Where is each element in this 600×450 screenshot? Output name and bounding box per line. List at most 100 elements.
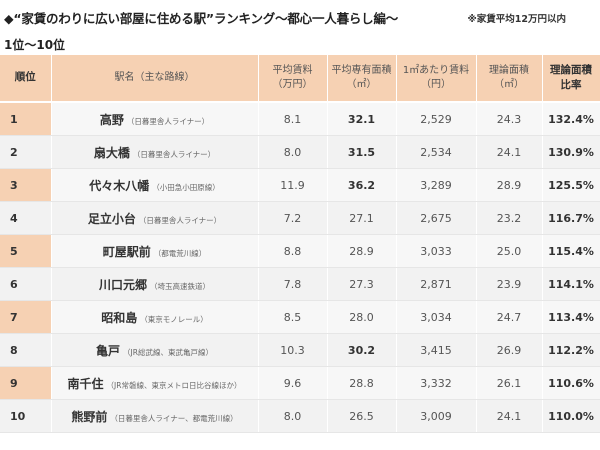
theory-ratio-cell: 114.1% bbox=[542, 267, 600, 301]
rank-cell: 10 bbox=[0, 399, 52, 433]
table-row: 3 代々木八幡 （小田急小田原線） 11.9 36.2 3,289 28.9 125.5% bbox=[0, 168, 600, 202]
station-cell: 南千住 （JR常磐線、東京メトロ日比谷線ほか） bbox=[51, 366, 259, 400]
rent-per-sqm-cell: 3,033 bbox=[396, 234, 477, 268]
theory-ratio-cell: 115.4% bbox=[542, 234, 600, 268]
avg-rent-cell: 9.6 bbox=[258, 366, 328, 400]
rent-per-sqm-cell: 3,415 bbox=[396, 333, 477, 367]
rank-cell: 8 bbox=[0, 333, 52, 367]
station-cell: 亀戸 （JR総武線、東武亀戸線） bbox=[51, 333, 259, 367]
theory-ratio-cell: 132.4% bbox=[542, 102, 600, 136]
theory-area-cell: 26.1 bbox=[476, 366, 543, 400]
theory-area-cell: 24.7 bbox=[476, 300, 543, 334]
avg-rent-cell: 8.5 bbox=[258, 300, 328, 334]
theory-area-cell: 24.1 bbox=[476, 135, 543, 169]
table-row: 5 町屋駅前 （都電荒川線） 8.8 28.9 3,033 25.0 115.4% bbox=[0, 234, 600, 268]
avg-rent-cell: 11.9 bbox=[258, 168, 328, 202]
page-title: ◆“家賃のわりに広い部屋に住める駅”ランキング～都心一人暮らし編～ bbox=[4, 11, 399, 26]
theory-area-cell: 25.0 bbox=[476, 234, 543, 268]
theory-ratio-cell: 110.0% bbox=[542, 399, 600, 433]
station-line: （都電荒川線） bbox=[153, 248, 207, 258]
theory-area-cell: 23.2 bbox=[476, 201, 543, 235]
avg-rent-cell: 8.0 bbox=[258, 135, 328, 169]
rent-per-sqm-cell: 3,034 bbox=[396, 300, 477, 334]
station-line: （日暮里舎人ライナー） bbox=[138, 215, 222, 225]
table-header-row: 順位 駅名（主な路線） 平均賃料 （万円） 平均専有面積 （㎡） 1㎡あたり賃料 （円… bbox=[0, 55, 600, 103]
rent-per-sqm-cell: 2,534 bbox=[396, 135, 477, 169]
rank-range-subtitle: 1位～10位 bbox=[4, 38, 66, 52]
station-name: 昭和島 bbox=[101, 310, 138, 325]
station-name: 扇大橋 bbox=[93, 145, 130, 160]
rent-per-sqm-cell: 3,289 bbox=[396, 168, 477, 202]
station-name: 代々木八幡 bbox=[89, 178, 150, 193]
table-row: 1 高野 （日暮里舎人ライナー） 8.1 32.1 2,529 24.3 132.4% bbox=[0, 102, 600, 136]
rank-cell: 7 bbox=[0, 300, 52, 334]
header-theory-ratio: 理論面積 比率 bbox=[542, 55, 600, 103]
theory-ratio-cell: 130.9% bbox=[542, 135, 600, 169]
theory-area-cell: 24.3 bbox=[476, 102, 543, 136]
rank-cell: 9 bbox=[0, 366, 52, 400]
rank-cell: 5 bbox=[0, 234, 52, 268]
avg-area-cell: 28.8 bbox=[327, 366, 397, 400]
avg-area-cell: 32.1 bbox=[327, 102, 397, 136]
rent-per-sqm-cell: 2,871 bbox=[396, 267, 477, 301]
station-name: 熊野前 bbox=[71, 409, 108, 424]
station-name: 足立小台 bbox=[87, 211, 136, 226]
header-avg-area: 平均専有面積 （㎡） bbox=[327, 55, 397, 103]
table-row: 10 熊野前 （日暮里舎人ライナー、都電荒川線） 8.0 26.5 3,009 24.1 11… bbox=[0, 399, 600, 433]
station-cell: 町屋駅前 （都電荒川線） bbox=[51, 234, 259, 268]
station-line: （東京モノレール） bbox=[140, 314, 208, 324]
table-body: 1 高野 （日暮里舎人ライナー） 8.1 32.1 2,529 24.3 132.4% 2 扇大橋… bbox=[0, 102, 600, 433]
station-name: 南千住 bbox=[67, 376, 104, 391]
avg-area-cell: 31.5 bbox=[327, 135, 397, 169]
station-line: （埼玉高速鉄道） bbox=[150, 281, 210, 291]
station-line: （日暮里舎人ライナー） bbox=[132, 149, 216, 159]
header-theory-area: 理論面積 （㎡） bbox=[476, 55, 543, 103]
theory-ratio-cell: 110.6% bbox=[542, 366, 600, 400]
rank-cell: 2 bbox=[0, 135, 52, 169]
station-cell: 昭和島 （東京モノレール） bbox=[51, 300, 259, 334]
avg-area-cell: 30.2 bbox=[327, 333, 397, 367]
header-rank: 順位 bbox=[0, 55, 52, 103]
theory-ratio-cell: 116.7% bbox=[542, 201, 600, 235]
rent-per-sqm-cell: 3,332 bbox=[396, 366, 477, 400]
theory-area-cell: 26.9 bbox=[476, 333, 543, 367]
rank-cell: 3 bbox=[0, 168, 52, 202]
station-cell: 川口元郷 （埼玉高速鉄道） bbox=[51, 267, 259, 301]
station-line: （JR総武線、東武亀戸線） bbox=[123, 347, 213, 357]
header-rent-per-sqm: 1㎡あたり賃料 （円） bbox=[396, 55, 477, 103]
station-name: 川口元郷 bbox=[98, 277, 147, 292]
station-name: 町屋駅前 bbox=[102, 244, 151, 259]
avg-area-cell: 27.3 bbox=[327, 267, 397, 301]
station-line: （小田急小田原線） bbox=[152, 182, 220, 192]
rent-note: ※家賃平均12万円以内 bbox=[467, 14, 566, 25]
station-name: 高野 bbox=[99, 112, 124, 127]
avg-area-cell: 27.1 bbox=[327, 201, 397, 235]
avg-rent-cell: 7.8 bbox=[258, 267, 328, 301]
station-line: （日暮里舎人ライナー） bbox=[126, 116, 210, 126]
station-cell: 高野 （日暮里舎人ライナー） bbox=[51, 102, 259, 136]
avg-rent-cell: 8.1 bbox=[258, 102, 328, 136]
theory-ratio-cell: 112.2% bbox=[542, 333, 600, 367]
table-row: 7 昭和島 （東京モノレール） 8.5 28.0 3,034 24.7 113.4% bbox=[0, 300, 600, 334]
table-row: 6 川口元郷 （埼玉高速鉄道） 7.8 27.3 2,871 23.9 114.1% bbox=[0, 267, 600, 301]
avg-rent-cell: 10.3 bbox=[258, 333, 328, 367]
rank-cell: 6 bbox=[0, 267, 52, 301]
table-row: 2 扇大橋 （日暮里舎人ライナー） 8.0 31.5 2,534 24.1 130.9% bbox=[0, 135, 600, 169]
ranking-table: 順位 駅名（主な路線） 平均賃料 （万円） 平均専有面積 （㎡） 1㎡あたり賃料 （円… bbox=[0, 55, 600, 433]
theory-area-cell: 28.9 bbox=[476, 168, 543, 202]
avg-rent-cell: 8.0 bbox=[258, 399, 328, 433]
page-header: ◆“家賃のわりに広い部屋に住める駅”ランキング～都心一人暮らし編～ ※家賃平均1… bbox=[4, 8, 596, 30]
station-cell: 扇大橋 （日暮里舎人ライナー） bbox=[51, 135, 259, 169]
rent-per-sqm-cell: 2,529 bbox=[396, 102, 477, 136]
avg-rent-cell: 7.2 bbox=[258, 201, 328, 235]
table-row: 8 亀戸 （JR総武線、東武亀戸線） 10.3 30.2 3,415 26.9 112.2% bbox=[0, 333, 600, 367]
theory-ratio-cell: 125.5% bbox=[542, 168, 600, 202]
theory-area-cell: 24.1 bbox=[476, 399, 543, 433]
rank-cell: 4 bbox=[0, 201, 52, 235]
avg-area-cell: 26.5 bbox=[327, 399, 397, 433]
rent-per-sqm-cell: 3,009 bbox=[396, 399, 477, 433]
header-station: 駅名（主な路線） bbox=[51, 55, 259, 103]
table-row: 4 足立小台 （日暮里舎人ライナー） 7.2 27.1 2,675 23.2 116.7% bbox=[0, 201, 600, 235]
header-avg-rent: 平均賃料 （万円） bbox=[258, 55, 328, 103]
station-cell: 代々木八幡 （小田急小田原線） bbox=[51, 168, 259, 202]
